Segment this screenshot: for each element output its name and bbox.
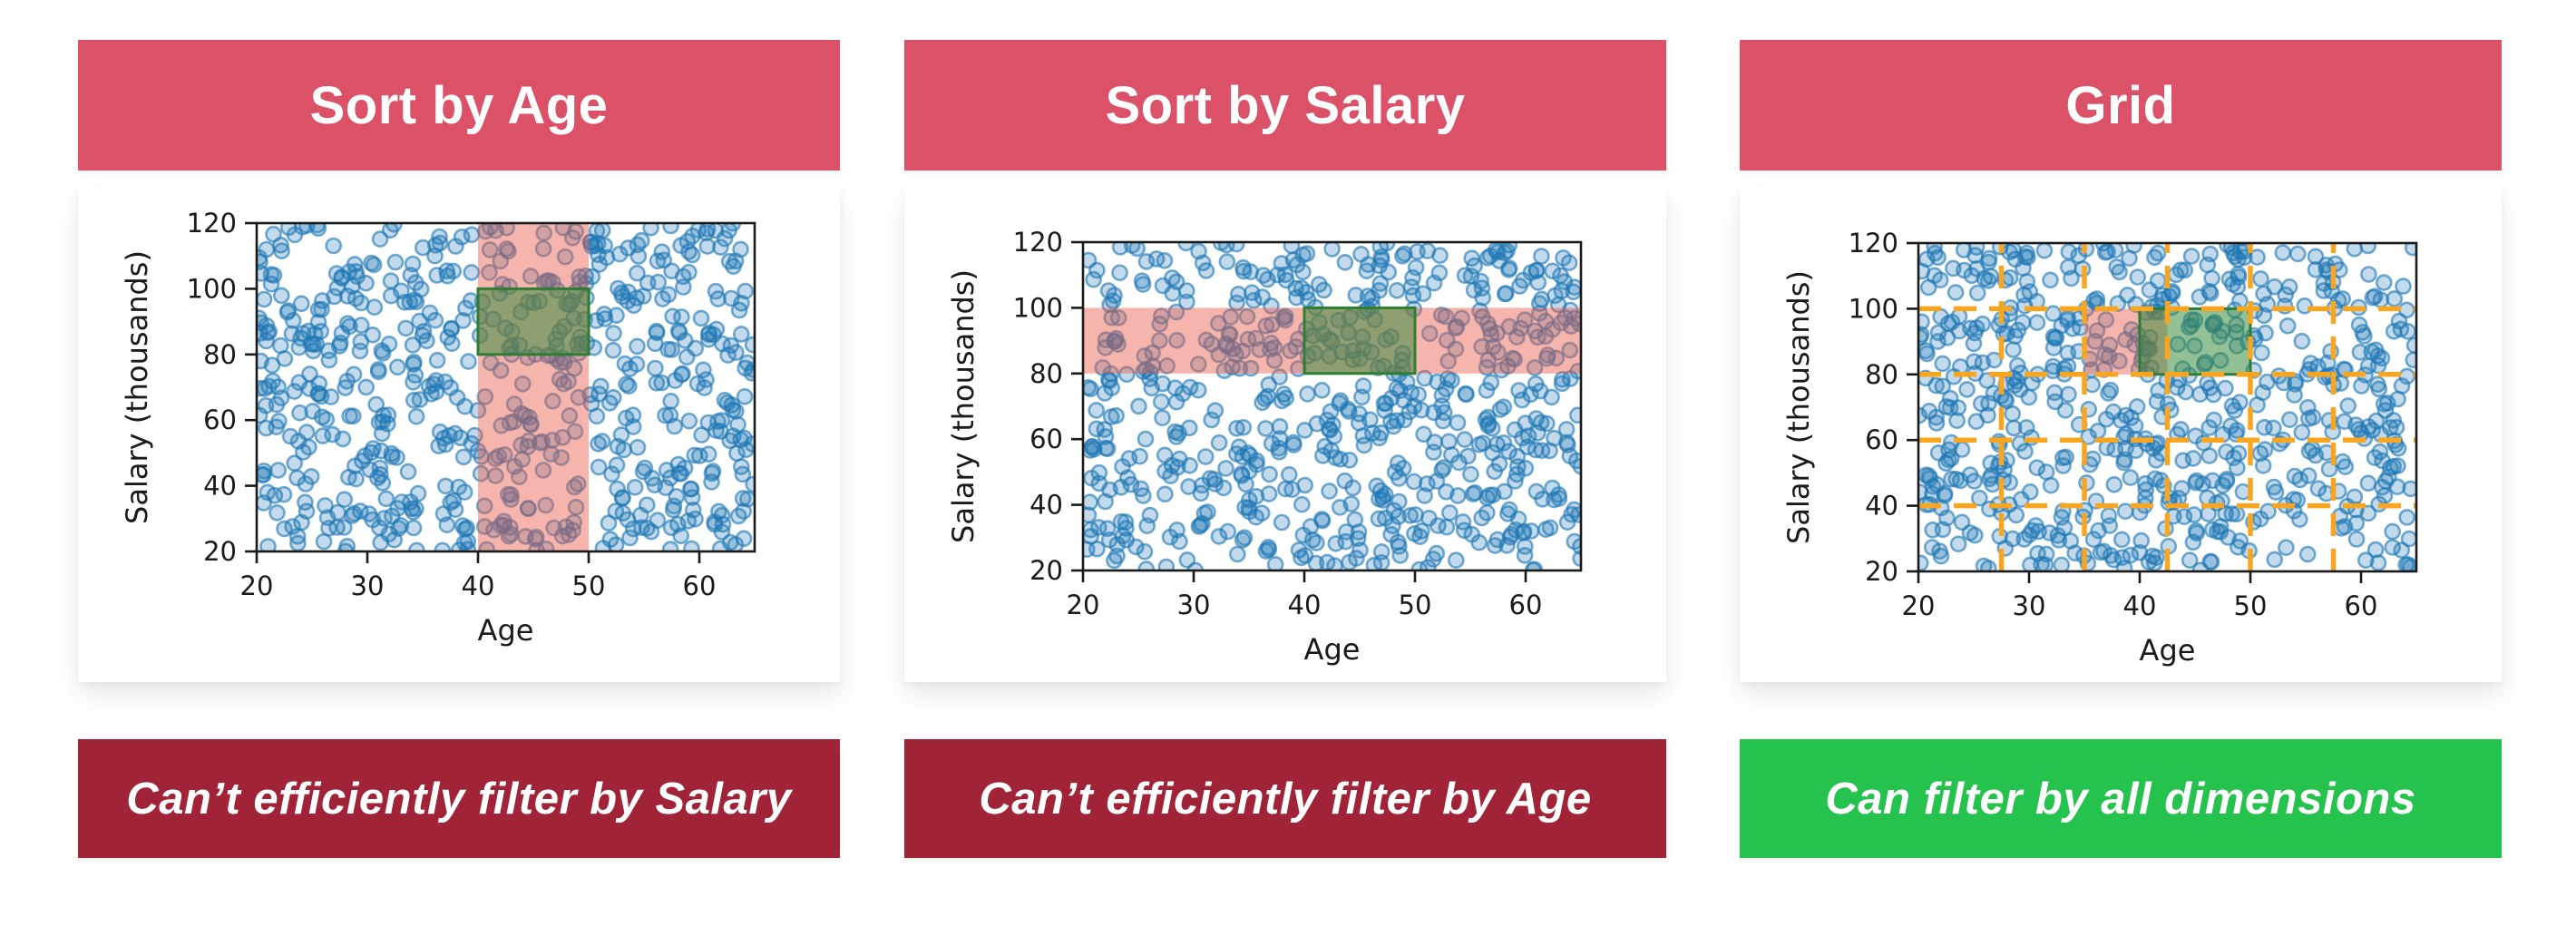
panel-sort-by-age: Sort by Age 20 30 40 50 60 20 40 60 80 100 120 Age S… [78, 0, 840, 936]
svg-text:120: 120 [187, 208, 237, 239]
svg-text:20: 20 [203, 536, 237, 567]
svg-text:100: 100 [1849, 293, 1898, 324]
svg-text:20: 20 [240, 570, 274, 601]
chart-card-grid: 20 30 40 50 60 20 40 60 80 100 120 Age Salary (thous… [1740, 186, 2502, 682]
svg-text:20: 20 [1029, 555, 1063, 586]
svg-text:50: 50 [572, 570, 606, 601]
svg-text:60: 60 [2345, 590, 2378, 621]
svg-text:20: 20 [1865, 556, 1898, 587]
panel-footer-sort-by-salary: Can’t efficiently filter by Age [904, 739, 1666, 858]
svg-text:40: 40 [1288, 590, 1322, 620]
svg-text:60: 60 [203, 405, 237, 435]
chart-card-sort-by-age: 20 30 40 50 60 20 40 60 80 100 120 Age Salary (thous… [78, 186, 840, 682]
svg-text:60: 60 [1029, 424, 1063, 454]
svg-text:Age: Age [478, 613, 534, 648]
svg-text:80: 80 [203, 339, 237, 370]
svg-text:80: 80 [1029, 358, 1063, 389]
svg-text:30: 30 [1177, 590, 1211, 620]
svg-text:100: 100 [1013, 292, 1063, 323]
svg-text:60: 60 [683, 570, 717, 601]
panel-grid: Grid 20 30 40 50 60 20 40 60 80 100 120 Age Salary (… [1740, 0, 2502, 936]
svg-text:120: 120 [1013, 227, 1063, 258]
svg-text:50: 50 [1399, 590, 1432, 620]
panel-footer-grid: Can filter by all dimensions [1740, 739, 2502, 858]
svg-text:40: 40 [2123, 590, 2157, 621]
svg-text:Salary (thousands): Salary (thousands) [120, 250, 154, 524]
svg-text:Salary (thousands): Salary (thousands) [1781, 270, 1816, 544]
svg-text:60: 60 [1509, 590, 1543, 620]
svg-text:100: 100 [187, 273, 237, 304]
svg-text:40: 40 [203, 471, 237, 502]
svg-text:30: 30 [351, 570, 385, 601]
svg-text:120: 120 [1849, 228, 1898, 258]
svg-text:40: 40 [1865, 491, 1898, 522]
svg-text:Age: Age [2140, 633, 2196, 668]
chart-card-sort-by-salary: 20 30 40 50 60 20 40 60 80 100 120 Age Salary (thous… [904, 186, 1666, 682]
svg-text:20: 20 [1067, 590, 1100, 620]
svg-text:40: 40 [1029, 490, 1063, 521]
svg-text:Salary (thousands): Salary (thousands) [946, 269, 981, 543]
svg-text:60: 60 [1865, 424, 1898, 455]
svg-text:20: 20 [1902, 590, 1936, 621]
scatter-chart-grid: 20 30 40 50 60 20 40 60 80 100 120 Age Salary (thous… [1781, 228, 2418, 668]
svg-text:50: 50 [2234, 590, 2268, 621]
panel-header-sort-by-salary: Sort by Salary [904, 40, 1666, 171]
panel-sort-by-salary: Sort by Salary 20 30 40 50 60 20 40 60 80 100 120 A… [904, 0, 1666, 936]
panel-footer-sort-by-age: Can’t efficiently filter by Salary [78, 739, 840, 858]
scatter-chart-sort-by-age: 20 30 40 50 60 20 40 60 80 100 120 Age Salary (thous… [120, 208, 756, 648]
svg-text:40: 40 [462, 570, 495, 601]
svg-text:Age: Age [1304, 632, 1361, 667]
panel-header-sort-by-age: Sort by Age [78, 40, 840, 171]
svg-text:30: 30 [2013, 590, 2046, 621]
panel-header-grid: Grid [1740, 40, 2502, 171]
scatter-chart-sort-by-salary: 20 30 40 50 60 20 40 60 80 100 120 Age Salary (thous… [946, 227, 1583, 667]
svg-text:80: 80 [1865, 359, 1898, 390]
